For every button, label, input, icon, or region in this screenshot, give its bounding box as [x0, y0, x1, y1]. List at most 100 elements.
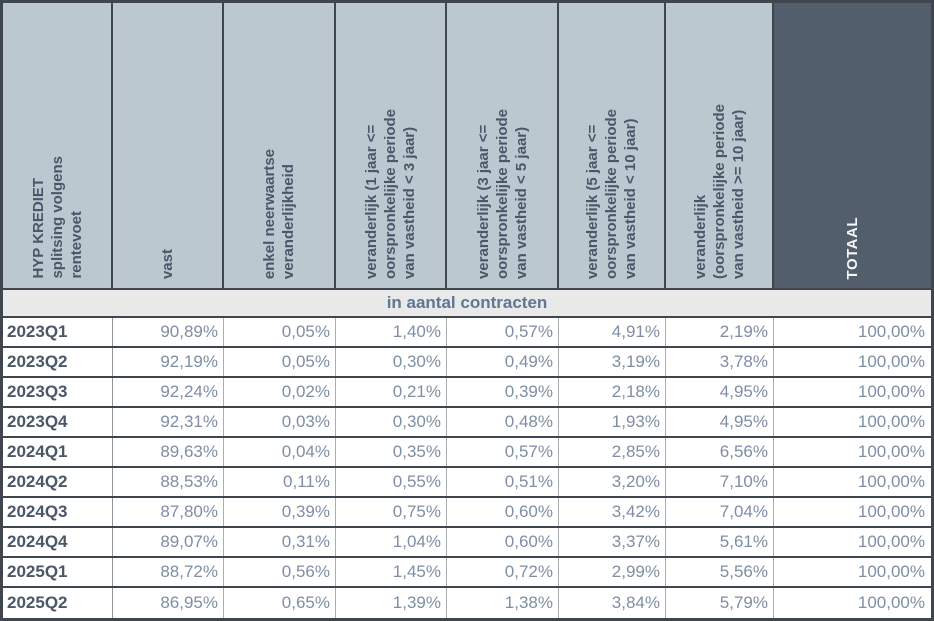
col-header-veranderlijk-5-10: veranderlijk (5 jaar <= oorspronkelijke …	[559, 3, 666, 288]
cell-vast: 89,63%	[113, 438, 224, 466]
cell-enkel-neerwaartse: 0,65%	[224, 588, 336, 618]
cell-enkel-neerwaartse: 0,11%	[224, 468, 336, 496]
corner-header-label: HYP KREDIET splitsing volgens rentevoet	[29, 156, 85, 279]
cell-veranderlijk-3-5: 0,49%	[447, 348, 559, 376]
table-row: 2024Q1 89,63% 0,04% 0,35% 0,57% 2,85% 6,…	[3, 438, 931, 468]
cell-enkel-neerwaartse: 0,05%	[224, 348, 336, 376]
row-label: 2023Q1	[3, 318, 113, 346]
cell-veranderlijk-3-5: 0,48%	[447, 408, 559, 436]
cell-veranderlijk-3-5: 0,60%	[447, 498, 559, 526]
cell-veranderlijk-10-plus: 4,95%	[666, 408, 774, 436]
row-label: 2023Q4	[3, 408, 113, 436]
row-label: 2024Q2	[3, 468, 113, 496]
section-header: in aantal contracten	[3, 290, 931, 318]
cell-veranderlijk-3-5: 0,72%	[447, 558, 559, 586]
col-header-veranderlijk-3-5-label: veranderlijk (3 jaar <= oorspronkelijke …	[474, 108, 530, 279]
col-header-vast-label: vast	[159, 248, 176, 279]
col-header-vast: vast	[113, 3, 224, 288]
cell-veranderlijk-3-5: 0,60%	[447, 528, 559, 556]
col-header-veranderlijk-10-plus: veranderlijk (oorspronkelijke periode va…	[666, 3, 774, 288]
cell-veranderlijk-5-10: 2,18%	[559, 378, 666, 406]
table-row: 2023Q1 90,89% 0,05% 1,40% 0,57% 4,91% 2,…	[3, 318, 931, 348]
cell-veranderlijk-1-3: 0,21%	[336, 378, 447, 406]
cell-totaal: 100,00%	[857, 322, 925, 341]
cell-enkel-neerwaartse: 0,03%	[224, 408, 336, 436]
table-row: 2025Q1 88,72% 0,56% 1,45% 0,72% 2,99% 5,…	[3, 558, 931, 588]
cell-veranderlijk-5-10: 3,20%	[559, 468, 666, 496]
cell-vast: 87,80%	[113, 498, 224, 526]
cell-veranderlijk-1-3: 0,30%	[336, 348, 447, 376]
col-header-enkel-neerwaartse: enkel neerwaartse veranderlijkheid	[224, 3, 336, 288]
col-header-totaal-label: TOTAAL	[844, 216, 861, 279]
cell-enkel-neerwaartse: 0,05%	[224, 318, 336, 346]
corner-header-cell: HYP KREDIET splitsing volgens rentevoet	[3, 3, 113, 288]
cell-enkel-neerwaartse: 0,02%	[224, 378, 336, 406]
cell-veranderlijk-1-3: 1,39%	[336, 588, 447, 618]
cell-totaal: 100,00%	[857, 593, 925, 612]
cell-enkel-neerwaartse: 0,04%	[224, 438, 336, 466]
col-header-totaal: TOTAAL	[774, 3, 931, 288]
row-label: 2023Q2	[3, 348, 113, 376]
table-row: 2023Q2 92,19% 0,05% 0,30% 0,49% 3,19% 3,…	[3, 348, 931, 378]
row-label: 2024Q3	[3, 498, 113, 526]
cell-veranderlijk-10-plus: 5,56%	[666, 558, 774, 586]
cell-veranderlijk-1-3: 0,55%	[336, 468, 447, 496]
cell-veranderlijk-3-5: 0,57%	[447, 318, 559, 346]
table-row: 2023Q3 92,24% 0,02% 0,21% 0,39% 2,18% 4,…	[3, 378, 931, 408]
cell-veranderlijk-3-5: 0,51%	[447, 468, 559, 496]
cell-enkel-neerwaartse: 0,39%	[224, 498, 336, 526]
cell-veranderlijk-5-10: 2,85%	[559, 438, 666, 466]
cell-veranderlijk-10-plus: 4,95%	[666, 378, 774, 406]
cell-veranderlijk-1-3: 0,30%	[336, 408, 447, 436]
cell-veranderlijk-3-5: 0,57%	[447, 438, 559, 466]
cell-veranderlijk-10-plus: 5,61%	[666, 528, 774, 556]
cell-enkel-neerwaartse: 0,31%	[224, 528, 336, 556]
cell-veranderlijk-5-10: 3,19%	[559, 348, 666, 376]
cell-vast: 92,31%	[113, 408, 224, 436]
row-label: 2024Q4	[3, 528, 113, 556]
table-row: 2024Q4 89,07% 0,31% 1,04% 0,60% 3,37% 5,…	[3, 528, 931, 558]
cell-vast: 88,72%	[113, 558, 224, 586]
cell-enkel-neerwaartse: 0,56%	[224, 558, 336, 586]
table-row: 2025Q2 86,95% 0,65% 1,39% 1,38% 3,84% 5,…	[3, 588, 931, 618]
cell-veranderlijk-3-5: 1,38%	[447, 588, 559, 618]
row-label: 2025Q2	[3, 588, 113, 618]
cell-vast: 89,07%	[113, 528, 224, 556]
cell-veranderlijk-1-3: 1,04%	[336, 528, 447, 556]
cell-veranderlijk-1-3: 0,75%	[336, 498, 447, 526]
col-header-veranderlijk-3-5: veranderlijk (3 jaar <= oorspronkelijke …	[447, 3, 559, 288]
col-header-veranderlijk-1-3-label: veranderlijk (1 jaar <= oorspronkelijke …	[363, 108, 418, 279]
row-label: 2023Q3	[3, 378, 113, 406]
table-header-row: HYP KREDIET splitsing volgens rentevoet …	[3, 3, 931, 290]
cell-totaal: 100,00%	[857, 412, 925, 431]
cell-veranderlijk-5-10: 2,99%	[559, 558, 666, 586]
cell-veranderlijk-5-10: 3,42%	[559, 498, 666, 526]
cell-veranderlijk-5-10: 1,93%	[559, 408, 666, 436]
cell-veranderlijk-5-10: 3,84%	[559, 588, 666, 618]
table-row: 2023Q4 92,31% 0,03% 0,30% 0,48% 1,93% 4,…	[3, 408, 931, 438]
cell-veranderlijk-1-3: 1,40%	[336, 318, 447, 346]
col-header-enkel-neerwaartse-label: enkel neerwaartse veranderlijkheid	[261, 148, 297, 279]
cell-totaal: 100,00%	[857, 502, 925, 521]
cell-totaal: 100,00%	[857, 562, 925, 581]
cell-veranderlijk-10-plus: 2,19%	[666, 318, 774, 346]
col-header-veranderlijk-5-10-label: veranderlijk (5 jaar <= oorspronkelijke …	[584, 108, 639, 279]
cell-veranderlijk-1-3: 1,45%	[336, 558, 447, 586]
cell-veranderlijk-5-10: 3,37%	[559, 528, 666, 556]
table-row: 2024Q2 88,53% 0,11% 0,55% 0,51% 3,20% 7,…	[3, 468, 931, 498]
row-label: 2025Q1	[3, 558, 113, 586]
cell-totaal: 100,00%	[857, 382, 925, 401]
cell-veranderlijk-10-plus: 3,78%	[666, 348, 774, 376]
cell-vast: 88,53%	[113, 468, 224, 496]
cell-totaal: 100,00%	[857, 472, 925, 491]
cell-veranderlijk-10-plus: 5,79%	[666, 588, 774, 618]
cell-veranderlijk-10-plus: 7,10%	[666, 468, 774, 496]
col-header-veranderlijk-10-plus-label: veranderlijk (oorspronkelijke periode va…	[691, 103, 747, 279]
cell-veranderlijk-10-plus: 6,56%	[666, 438, 774, 466]
cell-totaal: 100,00%	[857, 442, 925, 461]
cell-vast: 86,95%	[113, 588, 224, 618]
cell-veranderlijk-1-3: 0,35%	[336, 438, 447, 466]
cell-vast: 92,19%	[113, 348, 224, 376]
cell-vast: 92,24%	[113, 378, 224, 406]
